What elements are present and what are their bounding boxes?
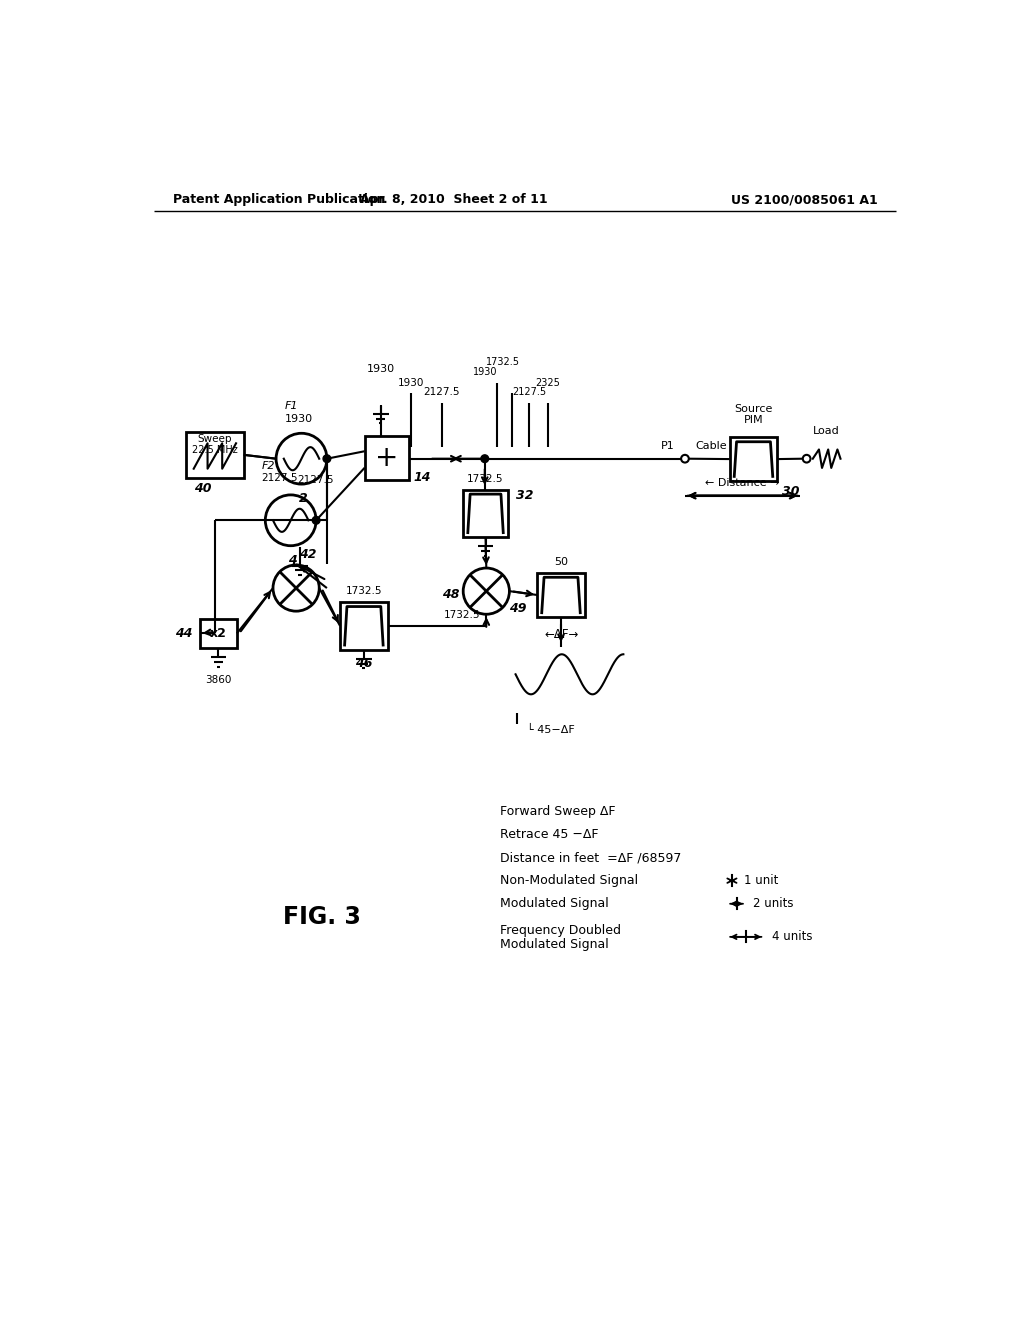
Circle shape [481,455,488,462]
Text: 1 unit: 1 unit [744,874,778,887]
Text: └ 45−ΔF: └ 45−ΔF [527,725,574,735]
Text: Retrace 45 −ΔF: Retrace 45 −ΔF [500,828,599,841]
Text: 1732.5: 1732.5 [346,586,382,597]
Text: F1: F1 [285,401,298,412]
Circle shape [273,565,319,611]
Text: x2: x2 [210,627,226,640]
Text: 4 units: 4 units [772,931,812,944]
Text: 1732.5: 1732.5 [467,474,504,483]
Bar [730,437,777,480]
Bar [538,573,585,618]
Text: 1732.5: 1732.5 [486,356,520,367]
Text: 1930: 1930 [285,413,312,424]
Text: 2127.5: 2127.5 [261,473,298,483]
Text: P1: P1 [660,441,674,451]
Text: PIM: PIM [743,416,763,425]
Text: 4: 4 [288,554,297,566]
Bar [340,602,388,649]
Circle shape [803,455,810,462]
Bar [200,619,237,648]
Text: 46: 46 [355,657,373,671]
Text: 1930: 1930 [397,379,424,388]
Text: Frequency Doubled: Frequency Doubled [500,924,622,937]
Bar [186,432,244,478]
Text: 2325: 2325 [536,379,560,388]
Text: 1930: 1930 [473,367,497,378]
Text: 22.5 MHz: 22.5 MHz [193,445,238,455]
Text: Distance in feet  =ΔF /68597: Distance in feet =ΔF /68597 [500,851,682,865]
Text: Patent Application Publication: Patent Application Publication [173,194,385,206]
Text: 3860: 3860 [205,676,231,685]
Text: 2127.5: 2127.5 [512,388,547,397]
Text: 30: 30 [782,486,800,499]
Text: Modulated Signal: Modulated Signal [500,898,609,911]
Text: +: + [375,444,398,473]
Text: Cable: Cable [695,441,727,451]
Text: 14: 14 [414,471,431,483]
Text: 42: 42 [299,548,316,561]
Text: 1930: 1930 [367,364,395,375]
Text: 44: 44 [175,627,193,640]
Circle shape [323,455,331,462]
Text: FIG. 3: FIG. 3 [283,904,360,929]
Text: 40: 40 [194,482,211,495]
Text: Modulated Signal: Modulated Signal [500,939,609,952]
Circle shape [312,516,319,524]
Text: Forward Sweep ΔF: Forward Sweep ΔF [500,805,615,818]
Text: 48: 48 [441,587,459,601]
Text: 2127.5: 2127.5 [423,388,460,397]
Circle shape [265,495,316,545]
Text: US 2100/0085061 A1: US 2100/0085061 A1 [731,194,878,206]
Text: 32: 32 [515,490,534,502]
Circle shape [681,455,689,462]
Text: Source: Source [734,404,773,414]
Text: 2 units: 2 units [754,898,794,911]
Circle shape [276,433,327,484]
Text: 1732.5: 1732.5 [444,610,480,620]
Text: ←ΔF→: ←ΔF→ [545,628,579,640]
Text: ← Distance →: ← Distance → [706,478,780,488]
Text: Load: Load [812,426,840,436]
Text: 50: 50 [554,557,568,566]
Text: Non-Modulated Signal: Non-Modulated Signal [500,874,638,887]
Text: F2: F2 [261,462,275,471]
Circle shape [463,568,509,614]
Text: Sweep: Sweep [198,434,232,445]
Text: 49: 49 [509,602,527,615]
Text: 2127.5: 2127.5 [297,475,334,486]
Bar [365,436,410,480]
Text: Apr. 8, 2010  Sheet 2 of 11: Apr. 8, 2010 Sheet 2 of 11 [360,194,548,206]
Bar [463,490,508,537]
Text: 2: 2 [299,492,307,506]
